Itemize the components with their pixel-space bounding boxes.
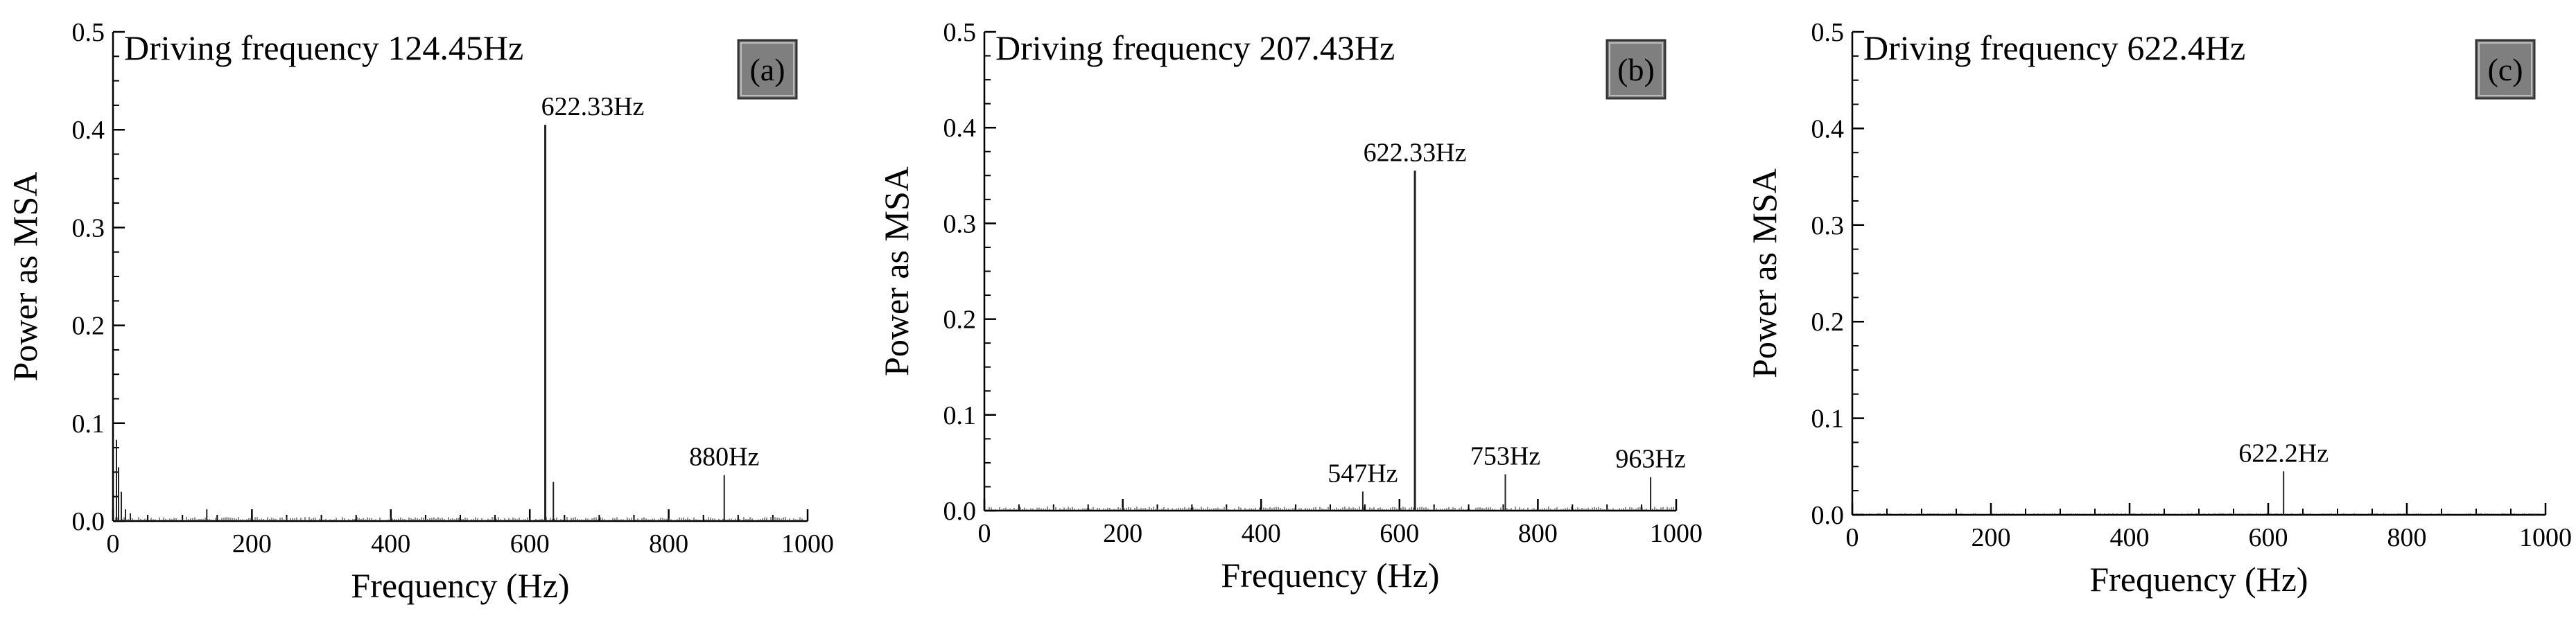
y-tick-label: 0.2 [943, 306, 977, 335]
chart-panel-c: 0 200 400 600 800 1000 0.0 0.1 0.2 0.3 0.4 0.5 Frequ… [1745, 18, 2572, 599]
panel-badge [737, 39, 798, 100]
peak-annotation: 963Hz [1615, 445, 1685, 474]
x-tick-label: 0 [107, 529, 120, 558]
panel-badge-label: (a) [749, 52, 785, 87]
chart-panel-a: 0 200 400 600 800 1000 0.0 0.1 0.2 0.3 0.4 0.5 Frequ… [6, 18, 834, 605]
x-axis-title: Frequency (Hz) [1221, 556, 1439, 595]
y-tick-label: 0.5 [943, 18, 977, 47]
y-axis-title: Power as MSA [877, 166, 916, 376]
y-tick-label: 0.0 [943, 497, 977, 526]
y-tick-label: 0.2 [1811, 308, 1845, 337]
panel-badge-label: (b) [1617, 52, 1655, 87]
panel-badge-bevel [2478, 42, 2532, 96]
y-tick-label: 0.5 [72, 18, 105, 47]
panel-badge-bevel [1609, 42, 1663, 96]
x-tick-label: 200 [232, 529, 272, 558]
peak-annotation: 622.2Hz [2238, 439, 2329, 468]
peak-annotation: 880Hz [689, 443, 759, 472]
x-tick-label: 800 [649, 529, 688, 558]
y-tick-label: 0.4 [943, 114, 977, 143]
y-tick-label: 0.1 [943, 401, 977, 430]
x-tick-label: 1000 [2519, 523, 2572, 552]
noise-floor [115, 517, 805, 520]
panel-badge [1605, 39, 1666, 100]
peak-annotation: 622.33Hz [1364, 138, 1467, 167]
x-tick-label: 1000 [781, 529, 834, 558]
y-tick-label: 0.3 [72, 213, 105, 243]
y-tick-label: 0.3 [943, 209, 977, 238]
x-axis-title: Frequency (Hz) [351, 566, 569, 605]
panel-title: Driving frequency 124.45Hz [124, 28, 523, 67]
noise-floor [1854, 513, 2544, 514]
x-tick-label: 400 [1242, 519, 1281, 548]
y-tick-label: 0.0 [72, 507, 105, 536]
panel-badge-bevel [740, 42, 794, 96]
x-tick-label: 600 [510, 529, 550, 558]
y-tick-label: 0.2 [72, 312, 105, 341]
x-tick-label: 600 [1380, 519, 1419, 548]
y-tick-label: 0.5 [1811, 18, 1845, 47]
x-tick-label: 400 [2110, 523, 2150, 552]
x-tick-label: 200 [1972, 523, 2011, 552]
x-tick-label: 200 [1103, 519, 1142, 548]
chart-panel-b: 0 200 400 600 800 1000 0.0 0.1 0.2 0.3 0.4 0.5 Frequ… [877, 18, 1703, 595]
x-tick-label: 800 [1518, 519, 1558, 548]
x-tick-label: 600 [2249, 523, 2288, 552]
x-tick-label: 400 [371, 529, 410, 558]
peak-annotation: 753Hz [1470, 441, 1540, 470]
x-tick-label: 800 [2387, 523, 2427, 552]
peak-annotation: 547Hz [1328, 459, 1398, 488]
x-axis-title: Frequency (Hz) [2089, 560, 2308, 599]
noise-floor [986, 507, 1674, 510]
panel-badge [2475, 39, 2536, 100]
panel-title: Driving frequency 622.4Hz [1863, 28, 2245, 67]
y-tick-label: 0.4 [1811, 114, 1845, 143]
x-tick-label: 0 [1846, 523, 1859, 552]
y-tick-label: 0.1 [1811, 405, 1845, 434]
y-tick-label: 0.3 [1811, 211, 1845, 240]
x-tick-label: 1000 [1650, 519, 1703, 548]
panel-title: Driving frequency 207.43Hz [995, 28, 1395, 67]
y-tick-label: 0.4 [72, 116, 105, 145]
panel-badge-label: (c) [2487, 52, 2523, 87]
x-tick-label: 0 [978, 519, 991, 548]
y-tick-label: 0.0 [1811, 501, 1845, 530]
y-tick-label: 0.1 [72, 410, 105, 439]
peak-annotation: 622.33Hz [541, 92, 645, 121]
y-axis-title: Power as MSA [1745, 168, 1784, 378]
y-axis-title: Power as MSA [6, 172, 44, 382]
